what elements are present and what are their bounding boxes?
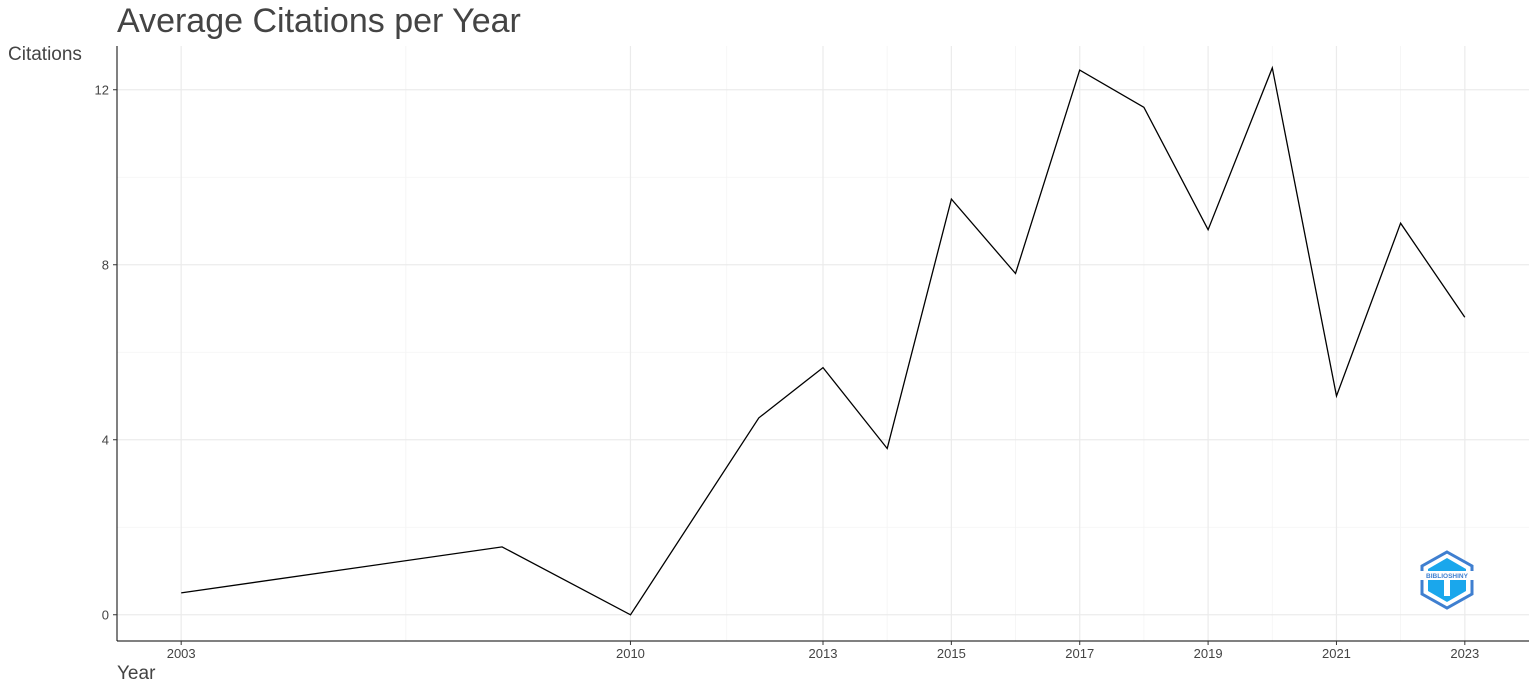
major-gridlines bbox=[117, 46, 1529, 641]
data-point bbox=[1335, 395, 1338, 398]
x-tick-label: 2003 bbox=[167, 646, 196, 661]
x-axis-title: Year bbox=[117, 663, 156, 684]
x-axis-ticks: 2003 2010 2013 2015 2017 2019 2021 2023 bbox=[167, 641, 1479, 661]
logo-text: BIBLIOSHINY bbox=[1426, 573, 1469, 580]
data-point bbox=[629, 613, 632, 616]
y-tick-label: 0 bbox=[102, 607, 109, 622]
data-point bbox=[1078, 69, 1081, 72]
data-point bbox=[886, 447, 889, 450]
data-point bbox=[1399, 222, 1402, 225]
x-tick-label: 2021 bbox=[1322, 646, 1351, 661]
x-tick-label: 2015 bbox=[937, 646, 966, 661]
data-point bbox=[180, 591, 183, 594]
data-point bbox=[1014, 272, 1017, 275]
data-point bbox=[1463, 316, 1466, 319]
data-point bbox=[1142, 106, 1145, 109]
data-point bbox=[1271, 66, 1274, 69]
bibliometrix-logo: BIBLIOSHINY bbox=[1420, 550, 1474, 610]
x-tick-label: 2023 bbox=[1450, 646, 1479, 661]
x-tick-label: 2017 bbox=[1065, 646, 1094, 661]
chart-title: Average Citations per Year bbox=[117, 2, 521, 40]
data-point bbox=[950, 198, 953, 201]
x-tick-label: 2013 bbox=[809, 646, 838, 661]
y-axis-title: Citations bbox=[8, 44, 82, 65]
data-point bbox=[501, 545, 504, 548]
x-tick-label: 2019 bbox=[1194, 646, 1223, 661]
y-axis-ticks: 0 4 8 12 bbox=[95, 82, 117, 622]
data-point bbox=[757, 416, 760, 419]
x-tick-label: 2010 bbox=[616, 646, 645, 661]
logo-tower bbox=[1444, 576, 1450, 596]
y-tick-label: 4 bbox=[102, 432, 109, 447]
y-tick-label: 8 bbox=[102, 257, 109, 272]
logo-banner bbox=[1420, 571, 1474, 580]
y-tick-label: 12 bbox=[95, 82, 109, 97]
series-line bbox=[181, 65, 1466, 616]
data-point bbox=[1207, 228, 1210, 231]
data-point bbox=[822, 366, 825, 369]
